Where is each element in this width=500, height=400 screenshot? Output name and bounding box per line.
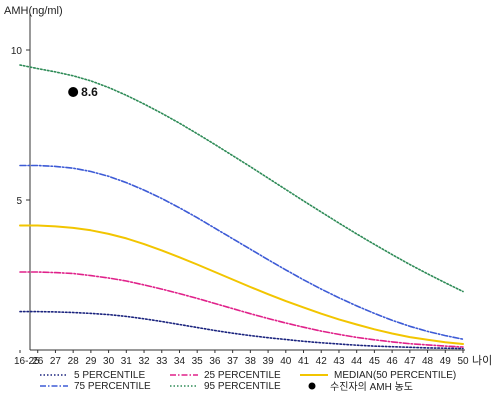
legend-label: 75 PERCENTILE: [74, 381, 151, 392]
legend-label: 25 PERCENTILE: [204, 370, 281, 381]
x-tick-label: 28: [68, 356, 80, 367]
x-tick-label: 33: [156, 356, 168, 367]
legend-label: MEDIAN(50 PERCENTILE): [334, 370, 456, 381]
series-line-25-percentile: [19, 271, 464, 348]
x-axis-label: 나이: [472, 354, 492, 367]
y-axis-label: AMH(ng/ml): [4, 5, 63, 17]
legend-label: 5 PERCENTILE: [74, 370, 145, 381]
x-tick-label: 16-25: [14, 356, 40, 367]
x-tick-label: 40: [280, 356, 292, 367]
x-tick-label: 36: [209, 356, 221, 367]
x-tick-label: 47: [404, 356, 416, 367]
x-tick-label: 50: [457, 356, 469, 367]
x-tick-label: 27: [50, 356, 62, 367]
series-line-5-percentile: [19, 310, 464, 350]
x-tick-label: 46: [387, 356, 399, 367]
patient-point-label: 8.6: [81, 85, 98, 99]
x-tick-label: 34: [174, 356, 186, 367]
x-tick-label: 37: [227, 356, 239, 367]
legend-point-swatch: [308, 382, 316, 390]
points-layer: 8.6: [68, 85, 98, 99]
y-tick-label: 5: [16, 196, 22, 207]
series-line-75-percentile: [19, 164, 464, 341]
x-tick-label: 35: [192, 356, 204, 367]
series-line-95-percentile: [19, 64, 464, 293]
x-tick-label: 32: [138, 356, 150, 367]
x-tick-label: 38: [245, 356, 257, 367]
x-tick-label: 30: [103, 356, 115, 367]
x-tick-label: 26: [32, 356, 44, 367]
patient-point: [68, 87, 79, 97]
legend-point-label: 수진자의 AMH 농도: [330, 381, 413, 393]
x-tick-label: 29: [85, 356, 97, 367]
x-tick-label: 31: [121, 356, 133, 367]
legend: 5 PERCENTILE 25 PERCENTILE MEDIAN(50 PERCE…: [40, 370, 456, 393]
y-tick-label: 10: [11, 46, 23, 57]
x-tick-label: 44: [351, 356, 363, 367]
legend-label: 95 PERCENTILE: [204, 381, 281, 392]
x-tick-label: 43: [333, 356, 345, 367]
series-layer: [19, 64, 464, 350]
series-line-median-50-percentile: [19, 224, 464, 345]
x-tick-label: 42: [316, 356, 328, 367]
x-tick-label: 41: [298, 356, 310, 367]
x-tick-label: 49: [440, 356, 452, 367]
x-tick-label: 39: [263, 356, 275, 367]
x-tick-label: 48: [422, 356, 434, 367]
x-tick-label: 45: [369, 356, 381, 367]
